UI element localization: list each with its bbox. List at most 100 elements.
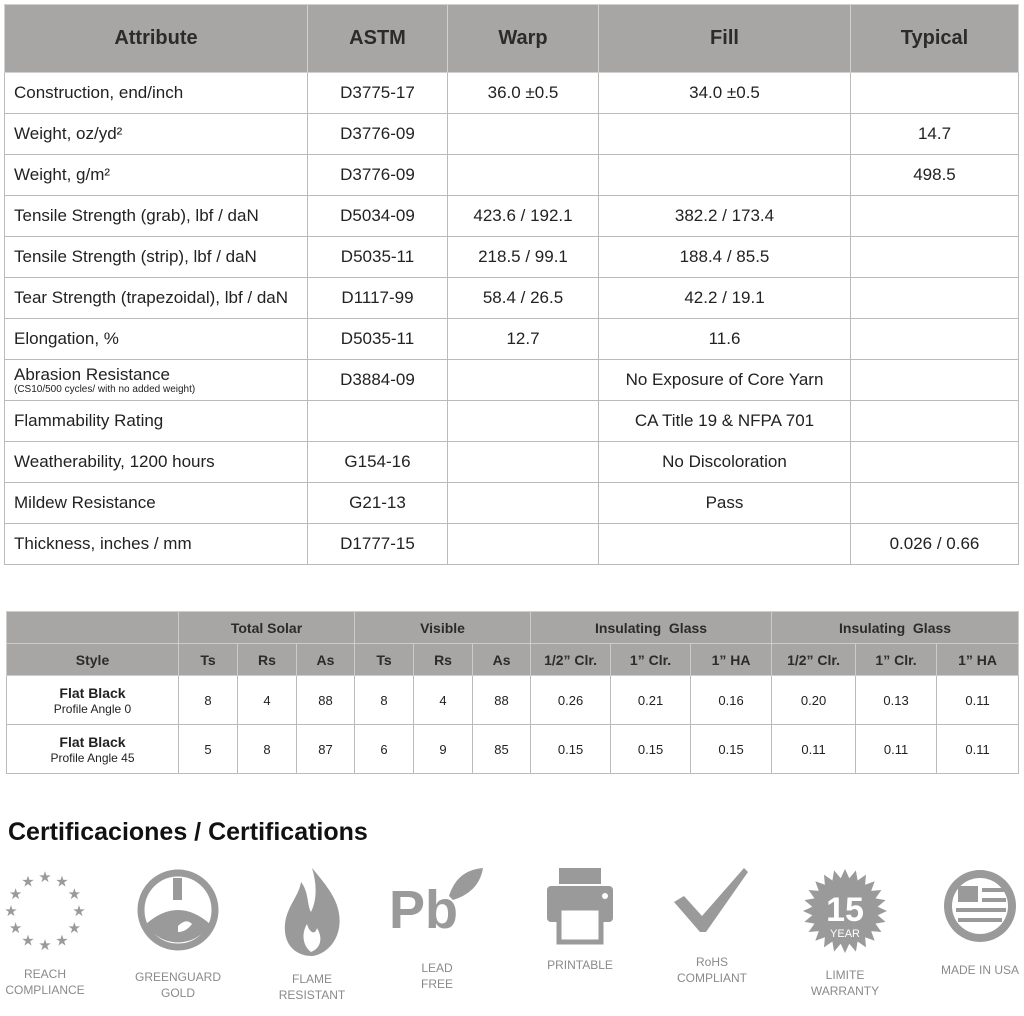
value-cell: 85 — [472, 724, 532, 774]
table-row: Construction, end/inch D3775-17 36.0 ±0.5 3… — [4, 72, 1019, 114]
typical-cell: 0.026 / 0.66 — [850, 523, 1019, 565]
warp-cell: 423.6 / 192.1 — [447, 195, 599, 237]
lead-free-icon: Pb — [372, 866, 502, 946]
cert-label: LIMITE WARRANTY — [775, 967, 915, 999]
value-cell: 0.15 — [610, 724, 692, 774]
style-name: Flat Black — [59, 733, 126, 750]
svg-text:★: ★ — [68, 920, 81, 937]
value-cell: 0.11 — [936, 724, 1020, 774]
astm-cell — [307, 400, 448, 442]
cert-label-line2: COMPLIANCE — [5, 983, 85, 997]
cert-label-line1: LIMITE — [825, 968, 865, 982]
attribute-label: Flammability Rating — [14, 411, 164, 430]
group-insulating-glass: Insulating Glass — [771, 611, 1020, 644]
table-row: Thickness, inches / mm D1777-15 0.026 / 0.… — [4, 523, 1019, 565]
attribute-cell: Construction, end/inch — [4, 72, 308, 114]
attribute-note: (CS10/500 cycles/ with no added weight) — [14, 384, 196, 395]
attribute-cell: Weight, g/m² — [4, 154, 308, 196]
attribute-label: Weight, g/m² — [14, 165, 111, 184]
col-warp: Warp — [447, 4, 599, 73]
fill-cell — [598, 113, 851, 155]
attribute-label: Construction, end/inch — [14, 83, 184, 102]
svg-text:Pb: Pb — [389, 880, 458, 940]
table-row: Weight, oz/yd² D3776-09 14.7 — [4, 113, 1019, 155]
column-header: Style — [6, 643, 179, 676]
fill-cell: No Exposure of Core Yarn — [598, 359, 851, 401]
fill-cell: 188.4 / 85.5 — [598, 236, 851, 278]
cert-label-line1: MADE IN USA — [940, 963, 1019, 977]
warp-cell — [447, 113, 599, 155]
cert-label: GREENGUARD GOLD — [108, 969, 248, 1001]
blank-header — [6, 611, 179, 644]
value-cell: 0.21 — [610, 675, 692, 725]
svg-text:★: ★ — [9, 920, 22, 937]
specifications-table: Attribute ASTM Warp Fill Typical Constru… — [4, 4, 1019, 565]
typical-cell — [850, 236, 1019, 278]
fill-cell: 11.6 — [598, 318, 851, 360]
svg-text:★: ★ — [4, 903, 17, 920]
typical-cell — [850, 400, 1019, 442]
style-sub: Profile Angle 45 — [50, 750, 135, 765]
astm-cell: D5035-11 — [307, 236, 448, 278]
typical-cell — [850, 277, 1019, 319]
group-visible: Visible — [354, 611, 532, 644]
svg-text:15: 15 — [826, 891, 864, 929]
table-row: Elongation, % D5035-11 12.7 11.6 — [4, 318, 1019, 360]
svg-text:★: ★ — [55, 932, 68, 949]
cert-label-line1: GREENGUARD — [134, 970, 221, 984]
value-cell: 0.11 — [855, 724, 938, 774]
typical-cell — [850, 482, 1019, 524]
typical-cell — [850, 72, 1019, 114]
attribute-cell: Tensile Strength (grab), lbf / daN — [4, 195, 308, 237]
attribute-label: Mildew Resistance — [14, 493, 156, 512]
astm-cell: G154-16 — [307, 441, 448, 483]
attribute-cell: Mildew Resistance — [4, 482, 308, 524]
style-cell: Flat Black Profile Angle 45 — [6, 724, 179, 774]
cert-label: RoHS COMPLIANT — [642, 954, 782, 986]
column-header: Rs — [413, 643, 474, 676]
usa-flag-seal-icon — [915, 866, 1024, 946]
column-header: As — [295, 643, 356, 676]
typical-cell — [850, 318, 1019, 360]
attribute-label: Weight, oz/yd² — [14, 124, 123, 143]
warranty-badge-icon: 15 YEAR — [780, 866, 910, 956]
flame-icon — [247, 866, 377, 958]
attribute-label: Tensile Strength (strip), lbf / daN — [14, 247, 257, 266]
column-header: As — [472, 643, 532, 676]
col-typical: Typical — [850, 4, 1019, 73]
astm-cell: D1777-15 — [307, 523, 448, 565]
cert-label: LEAD FREE — [367, 960, 507, 992]
greenguard-icon — [113, 866, 243, 956]
column-header: Rs — [237, 643, 297, 676]
astm-cell: D1117-99 — [307, 277, 448, 319]
value-cell: 88 — [472, 675, 532, 725]
warp-cell: 12.7 — [447, 318, 599, 360]
printer-icon — [515, 866, 645, 946]
solar-properties-table: Total Solar Visible Insulating Glass Ins… — [6, 611, 1020, 774]
warp-cell — [447, 482, 599, 524]
svg-text:★: ★ — [21, 932, 34, 949]
value-cell: 6 — [354, 724, 415, 774]
cert-label: PRINTABLE — [510, 957, 650, 973]
warp-cell — [447, 441, 599, 483]
value-cell: 0.15 — [530, 724, 612, 774]
fill-cell: 382.2 / 173.4 — [598, 195, 851, 237]
typical-cell: 14.7 — [850, 113, 1019, 155]
fill-cell: CA Title 19 & NFPA 701 — [598, 400, 851, 442]
column-header-row: Style Ts Rs As Ts Rs As 1/2” Clr. 1” Clr. 1” HA 1/… — [6, 643, 1020, 676]
typical-cell — [850, 441, 1019, 483]
astm-cell: G21-13 — [307, 482, 448, 524]
fill-cell: No Discoloration — [598, 441, 851, 483]
value-cell: 4 — [413, 675, 474, 725]
cert-label-line1: LEAD — [421, 961, 453, 975]
warp-cell: 36.0 ±0.5 — [447, 72, 599, 114]
table-row: Flat Black Profile Angle 0 8 4 88 8 4 88 0.26 0.2… — [6, 675, 1020, 725]
cert-label-line2: RESISTANT — [278, 988, 346, 1002]
attribute-cell: Tensile Strength (strip), lbf / daN — [4, 236, 308, 278]
svg-text:★: ★ — [38, 937, 51, 954]
cert-label-line1: FLAME — [291, 972, 332, 986]
value-cell: 8 — [178, 675, 238, 725]
cert-label: FLAME RESISTANT — [242, 971, 382, 1003]
attribute-label: Tear Strength (trapezoidal), lbf / daN — [14, 288, 289, 307]
group-total-solar: Total Solar — [177, 611, 356, 644]
